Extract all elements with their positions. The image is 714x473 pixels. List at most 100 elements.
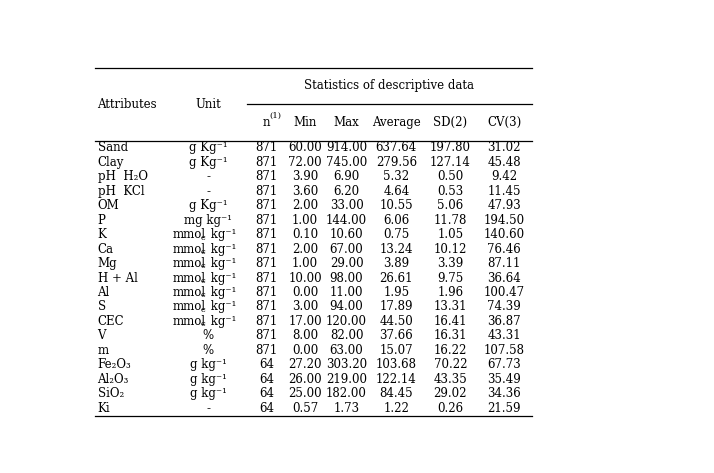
Text: %: %	[203, 344, 213, 357]
Text: Statistics of descriptive data: Statistics of descriptive data	[304, 79, 474, 92]
Text: 76.46: 76.46	[488, 243, 521, 255]
Text: 1.00: 1.00	[292, 257, 318, 270]
Text: 67.00: 67.00	[330, 243, 363, 255]
Text: 122.14: 122.14	[376, 373, 417, 386]
Text: kg⁻¹: kg⁻¹	[206, 315, 236, 328]
Text: mmol: mmol	[172, 300, 206, 314]
Text: 94.00: 94.00	[330, 300, 363, 314]
Text: 871: 871	[255, 257, 278, 270]
Text: 637.64: 637.64	[376, 141, 417, 154]
Text: 16.31: 16.31	[433, 329, 467, 342]
Text: 194.50: 194.50	[483, 214, 525, 227]
Text: c: c	[201, 263, 206, 271]
Text: 1.00: 1.00	[292, 214, 318, 227]
Text: c: c	[201, 291, 206, 299]
Text: P: P	[98, 214, 106, 227]
Text: 871: 871	[255, 141, 278, 154]
Text: 13.31: 13.31	[433, 300, 467, 314]
Text: 8.00: 8.00	[292, 329, 318, 342]
Text: 10.12: 10.12	[433, 243, 467, 255]
Text: 1.96: 1.96	[437, 286, 463, 299]
Text: 25.00: 25.00	[288, 387, 322, 400]
Text: 1.22: 1.22	[383, 402, 409, 415]
Text: S: S	[98, 300, 106, 314]
Text: 871: 871	[255, 315, 278, 328]
Text: 871: 871	[255, 170, 278, 183]
Text: 9.42: 9.42	[491, 170, 518, 183]
Text: 871: 871	[255, 243, 278, 255]
Text: (1): (1)	[270, 112, 282, 120]
Text: c: c	[201, 277, 206, 285]
Text: 98.00: 98.00	[330, 272, 363, 285]
Text: g Kg⁻¹: g Kg⁻¹	[189, 156, 228, 169]
Text: pH  H₂O: pH H₂O	[98, 170, 148, 183]
Text: c: c	[201, 320, 206, 328]
Text: m: m	[98, 344, 109, 357]
Text: 6.06: 6.06	[383, 214, 410, 227]
Text: K: K	[98, 228, 106, 241]
Text: 914.00: 914.00	[326, 141, 367, 154]
Text: 0.53: 0.53	[437, 184, 463, 198]
Text: 26.61: 26.61	[380, 272, 413, 285]
Text: CEC: CEC	[98, 315, 124, 328]
Text: 17.00: 17.00	[288, 315, 322, 328]
Text: 10.60: 10.60	[330, 228, 363, 241]
Text: 2.00: 2.00	[292, 199, 318, 212]
Text: c: c	[201, 306, 206, 314]
Text: 279.56: 279.56	[376, 156, 417, 169]
Text: c: c	[201, 248, 206, 256]
Text: mmol: mmol	[172, 272, 206, 285]
Text: Al₂O₃: Al₂O₃	[98, 373, 129, 386]
Text: 3.39: 3.39	[437, 257, 463, 270]
Text: 9.75: 9.75	[437, 272, 463, 285]
Text: 21.59: 21.59	[488, 402, 521, 415]
Text: Sand: Sand	[98, 141, 128, 154]
Text: Unit: Unit	[196, 97, 221, 111]
Text: g kg⁻¹: g kg⁻¹	[190, 373, 226, 386]
Text: 6.20: 6.20	[333, 184, 360, 198]
Text: 2.00: 2.00	[292, 243, 318, 255]
Text: 3.90: 3.90	[292, 170, 318, 183]
Text: %: %	[203, 329, 213, 342]
Text: kg⁻¹: kg⁻¹	[206, 286, 236, 299]
Text: 871: 871	[255, 156, 278, 169]
Text: 29.02: 29.02	[433, 387, 467, 400]
Text: 0.00: 0.00	[292, 344, 318, 357]
Text: SD(2): SD(2)	[433, 116, 468, 129]
Text: mg kg⁻¹: mg kg⁻¹	[184, 214, 232, 227]
Text: 745.00: 745.00	[326, 156, 367, 169]
Text: mmol: mmol	[172, 315, 206, 328]
Text: mmol: mmol	[172, 243, 206, 255]
Text: 43.35: 43.35	[433, 373, 467, 386]
Text: 0.00: 0.00	[292, 286, 318, 299]
Text: mmol: mmol	[172, 228, 206, 241]
Text: 11.00: 11.00	[330, 286, 363, 299]
Text: g Kg⁻¹: g Kg⁻¹	[189, 141, 228, 154]
Text: 64: 64	[258, 359, 274, 371]
Text: 47.93: 47.93	[488, 199, 521, 212]
Text: 871: 871	[255, 214, 278, 227]
Text: 33.00: 33.00	[330, 199, 363, 212]
Text: 43.31: 43.31	[488, 329, 521, 342]
Text: Average: Average	[372, 116, 421, 129]
Text: 197.80: 197.80	[430, 141, 471, 154]
Text: 103.68: 103.68	[376, 359, 417, 371]
Text: 1.05: 1.05	[437, 228, 463, 241]
Text: kg⁻¹: kg⁻¹	[206, 243, 236, 255]
Text: Attributes: Attributes	[98, 97, 157, 111]
Text: 44.50: 44.50	[379, 315, 413, 328]
Text: 35.49: 35.49	[488, 373, 521, 386]
Text: 13.24: 13.24	[380, 243, 413, 255]
Text: 17.89: 17.89	[380, 300, 413, 314]
Text: g kg⁻¹: g kg⁻¹	[190, 359, 226, 371]
Text: 127.14: 127.14	[430, 156, 471, 169]
Text: 0.10: 0.10	[292, 228, 318, 241]
Text: 0.57: 0.57	[292, 402, 318, 415]
Text: 5.32: 5.32	[383, 170, 409, 183]
Text: 3.00: 3.00	[292, 300, 318, 314]
Text: pH  KCl: pH KCl	[98, 184, 144, 198]
Text: mmol: mmol	[172, 257, 206, 270]
Text: 82.00: 82.00	[330, 329, 363, 342]
Text: 4.64: 4.64	[383, 184, 410, 198]
Text: V: V	[98, 329, 106, 342]
